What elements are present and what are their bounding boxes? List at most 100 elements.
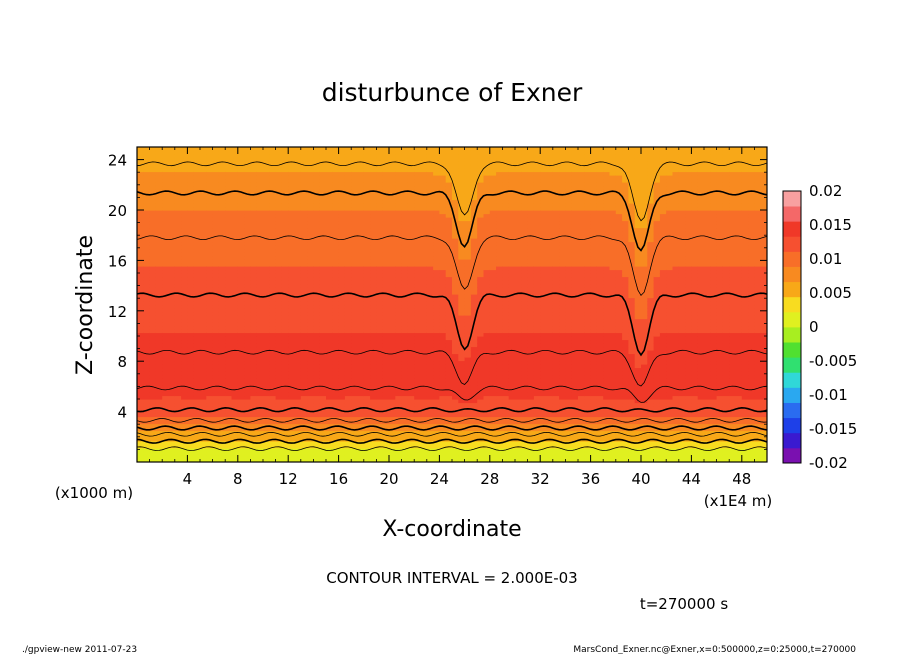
field-cell [275,189,283,194]
field-cell [395,374,403,379]
field-cell [382,357,390,362]
field-cell [200,416,207,421]
field-cell [300,357,308,362]
field-cell [256,150,264,155]
field-cell [470,413,478,418]
field-cell [326,206,333,211]
field-cell [351,395,359,400]
field-cell [269,301,277,306]
field-cell [281,353,289,358]
field-cell [439,259,447,264]
field-cell [433,388,440,393]
field-cell [250,381,258,386]
field-cell [193,168,201,173]
field-cell [395,206,403,211]
field-cell [389,210,396,215]
field-cell [269,259,277,264]
field-cell [483,311,491,316]
field-cell [143,360,151,365]
field-cell [477,332,485,337]
field-cell [401,318,409,323]
field-cell [200,308,207,313]
field-cell [382,154,390,159]
field-cell [149,318,157,323]
field-cell [420,234,428,239]
field-cell [370,364,377,369]
field-cell [332,290,340,295]
field-cell [407,444,415,449]
field-cell [143,402,151,407]
field-cell [212,378,220,383]
field-cell [187,416,195,421]
field-cell [395,378,403,383]
field-cell [149,350,157,355]
field-cell [231,178,239,183]
field-cell [433,339,440,344]
field-cell [344,262,352,267]
field-cell [420,437,428,442]
field-cell [137,336,144,341]
field-cell [155,385,163,390]
field-cell [174,210,182,215]
field-cell [269,434,277,439]
field-cell [464,227,472,232]
field-cell [344,402,352,407]
field-cell [300,378,308,383]
field-cell [143,444,151,449]
field-cell [414,301,422,306]
field-cell [319,371,327,376]
field-cell [414,458,422,462]
field-cell [137,168,144,173]
field-cell [313,406,321,411]
field-cell [155,395,163,400]
field-cell [332,371,340,376]
field-cell [445,329,453,334]
field-cell [256,346,264,351]
field-cell [370,234,377,239]
field-cell [237,318,245,323]
field-cell [395,168,403,173]
field-cell [212,220,220,225]
field-cell [376,430,384,435]
field-cell [174,164,182,169]
field-cell [445,234,453,239]
field-cell [395,252,403,257]
field-cell [477,255,485,260]
field-cell [250,259,258,264]
field-cell [162,444,170,449]
field-cell [143,455,151,460]
field-cell [307,364,314,369]
field-cell [275,392,283,397]
field-cell [452,458,459,462]
field-cell [218,171,226,176]
field-cell [407,374,415,379]
field-cell [187,308,195,313]
field-cell [275,161,283,166]
field-cell [149,388,157,393]
field-cell [168,402,176,407]
field-cell [470,255,478,260]
field-cell [332,399,340,404]
field-cell [433,210,440,215]
field-cell [439,420,447,425]
field-cell [370,161,377,166]
field-cell [445,399,453,404]
field-cell [458,259,466,264]
field-cell [389,290,396,295]
field-cell [363,444,371,449]
field-cell [174,406,182,411]
field-cell [307,234,314,239]
field-cell [344,416,352,421]
field-cell [420,360,428,365]
field-cell [401,409,409,414]
field-cell [281,395,289,400]
field-cell [200,367,207,372]
field-cell [162,402,170,407]
field-cell [464,276,472,281]
field-cell [307,301,314,306]
field-cell [439,413,447,418]
field-cell [149,353,157,358]
field-cell [143,441,151,446]
field-cell [256,444,264,449]
field-cell [477,346,485,351]
